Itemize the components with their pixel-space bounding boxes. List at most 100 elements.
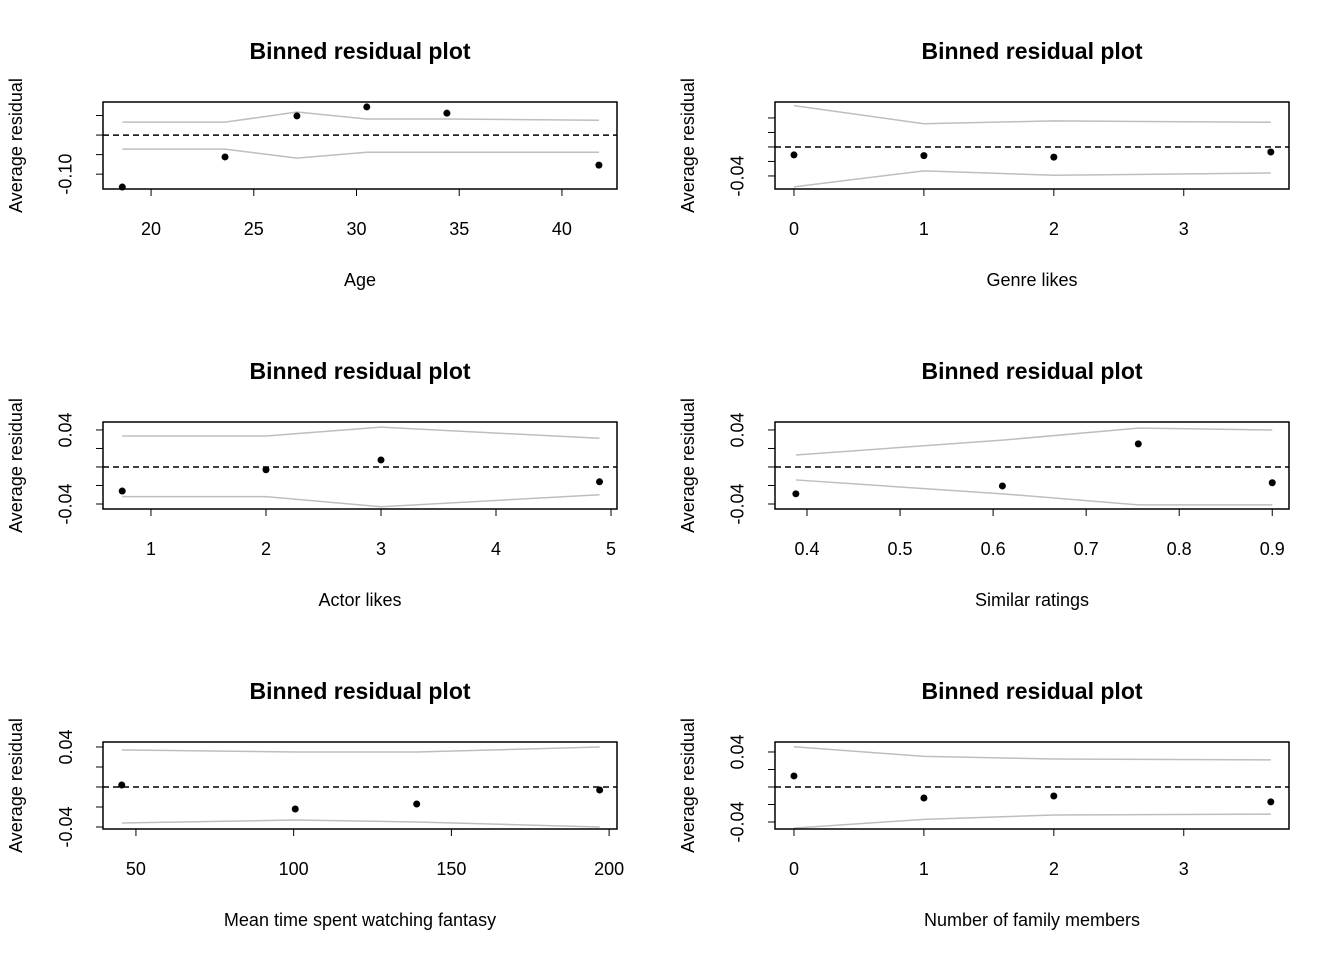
point bbox=[443, 109, 451, 117]
x-tick-label: 50 bbox=[126, 859, 146, 879]
x-tick-label: 0 bbox=[789, 859, 799, 879]
band-line bbox=[122, 148, 599, 159]
panel-title: Binned residual plot bbox=[921, 678, 1142, 704]
point bbox=[293, 112, 301, 120]
x-tick-label: 4 bbox=[491, 539, 501, 559]
band-line bbox=[793, 170, 1271, 188]
y-tick-label: -0.04 bbox=[728, 483, 748, 524]
plot-frame bbox=[774, 101, 1290, 190]
x-tick-label: 2 bbox=[261, 539, 271, 559]
point bbox=[1267, 148, 1275, 156]
x-axis-label: Mean time spent watching fantasy bbox=[224, 910, 496, 930]
band-line bbox=[121, 819, 600, 828]
panel-title: Binned residual plot bbox=[249, 358, 470, 384]
point bbox=[1268, 479, 1276, 487]
point bbox=[291, 805, 299, 813]
x-tick-label: 40 bbox=[552, 219, 572, 239]
x-tick-label: 2 bbox=[1049, 219, 1059, 239]
point bbox=[221, 153, 229, 161]
x-tick-label: 3 bbox=[1179, 219, 1189, 239]
point bbox=[118, 487, 126, 495]
point bbox=[1050, 792, 1058, 800]
y-axis-label: Average residual bbox=[6, 78, 26, 213]
x-axis-label: Similar ratings bbox=[975, 590, 1089, 610]
x-tick-label: 35 bbox=[449, 219, 469, 239]
point bbox=[595, 161, 603, 169]
x-tick-label: 20 bbox=[141, 219, 161, 239]
point bbox=[1050, 153, 1058, 161]
x-tick-label: 0.7 bbox=[1074, 539, 1099, 559]
x-tick-label: 0.9 bbox=[1260, 539, 1285, 559]
y-axis-label: Average residual bbox=[678, 398, 698, 533]
point bbox=[262, 466, 270, 474]
y-tick-label: 0.04 bbox=[56, 412, 76, 447]
y-tick-label: -0.04 bbox=[728, 801, 748, 842]
y-tick-label: -0.04 bbox=[728, 155, 748, 196]
x-tick-label: 200 bbox=[594, 859, 624, 879]
x-axis-label: Actor likes bbox=[318, 590, 401, 610]
band-line bbox=[121, 746, 600, 753]
x-tick-label: 0.4 bbox=[794, 539, 819, 559]
y-axis-label: Average residual bbox=[6, 718, 26, 853]
x-tick-label: 3 bbox=[376, 539, 386, 559]
point bbox=[998, 482, 1006, 490]
x-axis-label: Number of family members bbox=[924, 910, 1140, 930]
point bbox=[118, 781, 126, 789]
y-axis-label: Average residual bbox=[6, 398, 26, 533]
y-tick-label: -0.10 bbox=[56, 154, 76, 195]
point bbox=[1267, 798, 1275, 806]
point bbox=[413, 800, 421, 808]
y-tick-label: -0.04 bbox=[56, 483, 76, 524]
point bbox=[1134, 440, 1142, 448]
point bbox=[363, 103, 371, 111]
x-tick-label: 5 bbox=[606, 539, 616, 559]
band-line bbox=[795, 427, 1273, 456]
y-tick-label: -0.04 bbox=[56, 806, 76, 847]
panel-title: Binned residual plot bbox=[921, 38, 1142, 64]
x-tick-label: 0.6 bbox=[981, 539, 1006, 559]
band-line bbox=[793, 104, 1271, 125]
x-tick-label: 30 bbox=[346, 219, 366, 239]
y-tick-label: 0.04 bbox=[728, 734, 748, 769]
band-line bbox=[122, 426, 600, 440]
band-line bbox=[793, 813, 1271, 829]
band-line bbox=[795, 479, 1273, 506]
x-tick-label: 150 bbox=[436, 859, 466, 879]
panel-title: Binned residual plot bbox=[249, 678, 470, 704]
point bbox=[792, 490, 800, 498]
x-tick-label: 0.5 bbox=[888, 539, 913, 559]
x-tick-label: 1 bbox=[919, 219, 929, 239]
band-line bbox=[122, 111, 599, 123]
x-tick-label: 25 bbox=[244, 219, 264, 239]
x-tick-label: 1 bbox=[919, 859, 929, 879]
x-tick-label: 100 bbox=[279, 859, 309, 879]
x-tick-label: 2 bbox=[1049, 859, 1059, 879]
point bbox=[920, 152, 928, 160]
x-tick-label: 0.8 bbox=[1167, 539, 1192, 559]
point bbox=[790, 772, 798, 780]
point bbox=[596, 786, 604, 794]
y-axis-label: Average residual bbox=[678, 78, 698, 213]
plot-frame bbox=[102, 741, 618, 830]
y-axis-label: Average residual bbox=[678, 718, 698, 853]
point bbox=[790, 151, 798, 159]
panel-title: Binned residual plot bbox=[249, 38, 470, 64]
point bbox=[596, 478, 604, 486]
x-tick-label: 1 bbox=[146, 539, 156, 559]
point bbox=[920, 794, 928, 802]
x-axis-label: Age bbox=[344, 270, 376, 290]
x-tick-label: 0 bbox=[789, 219, 799, 239]
plot-frame bbox=[774, 741, 1290, 830]
plot-frame bbox=[774, 421, 1290, 510]
plot-frame bbox=[102, 101, 618, 190]
band-line bbox=[122, 493, 600, 508]
band-line bbox=[793, 745, 1271, 761]
y-tick-label: 0.04 bbox=[56, 729, 76, 764]
x-tick-label: 3 bbox=[1179, 859, 1189, 879]
plot-frame bbox=[102, 421, 618, 510]
point bbox=[377, 456, 385, 464]
x-axis-label: Genre likes bbox=[986, 270, 1077, 290]
panel-title: Binned residual plot bbox=[921, 358, 1142, 384]
y-tick-label: 0.04 bbox=[728, 412, 748, 447]
